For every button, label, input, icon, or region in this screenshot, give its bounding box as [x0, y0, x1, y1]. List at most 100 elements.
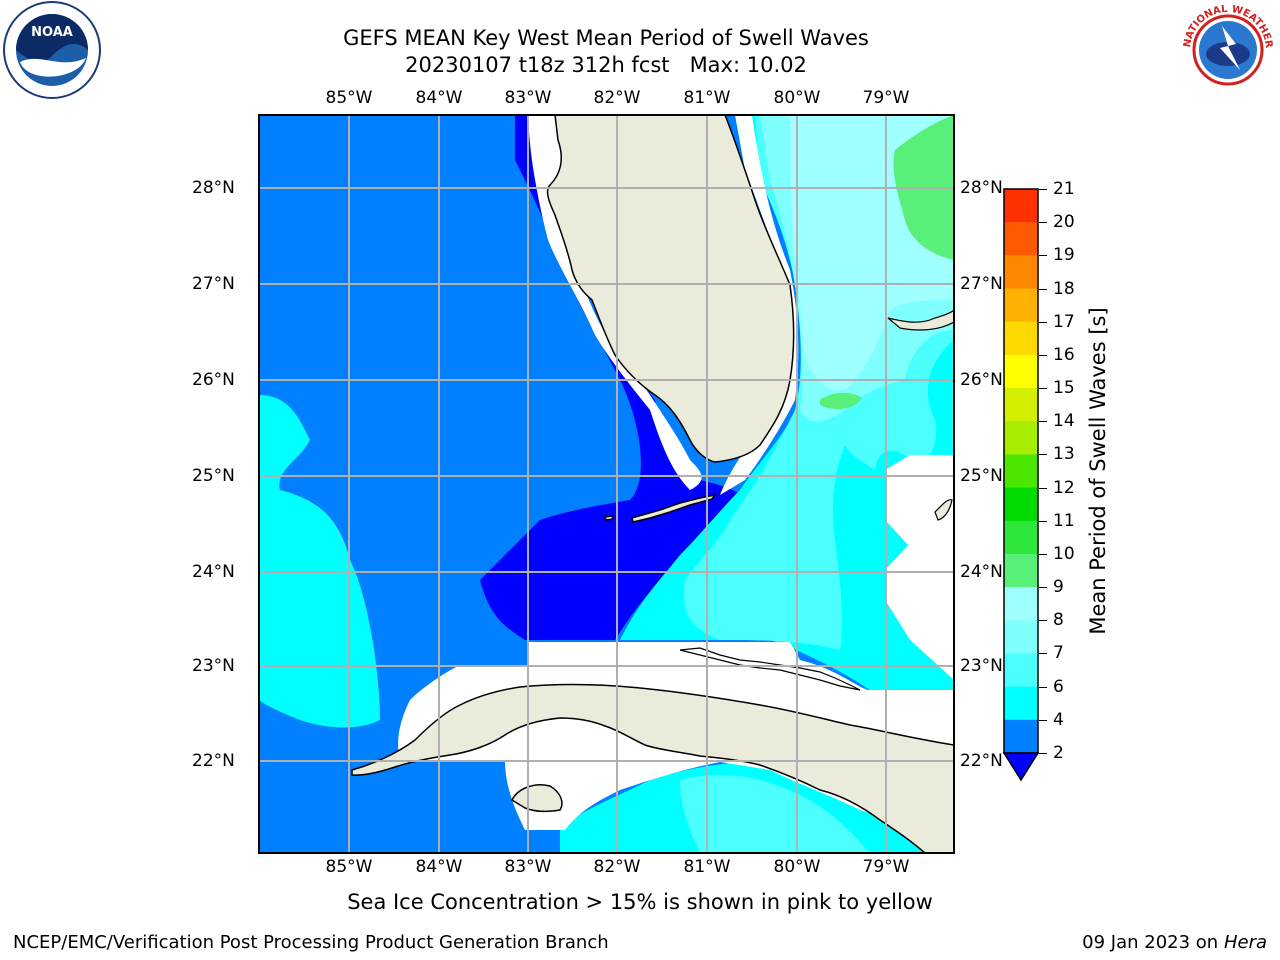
colorbar-tick-mark	[1039, 454, 1047, 456]
lon-label-top: 83°W	[504, 88, 552, 108]
colorbar-tick-label: 12	[1053, 477, 1075, 498]
colorbar-tick-mark	[1039, 587, 1047, 589]
colorbar-tick-label: 6	[1053, 676, 1064, 697]
lon-label-bottom: 85°W	[325, 857, 373, 877]
colorbar-tick-label: 13	[1053, 444, 1075, 465]
lon-label-top: 81°W	[683, 88, 731, 108]
lat-label-right: 24°N	[960, 562, 1003, 582]
footer-host: Hera	[1223, 932, 1267, 953]
colorbar-tick-mark	[1039, 686, 1047, 688]
colorbar-tick-mark	[1039, 288, 1047, 290]
lat-label-right: 23°N	[960, 656, 1003, 676]
colorbar-tick-mark	[1039, 189, 1047, 190]
lon-label-top: 84°W	[415, 88, 463, 108]
colorbar-band	[1004, 454, 1038, 489]
colorbar-band	[1004, 255, 1038, 290]
chart-subtitle: 20230107 t18z 312h fcst Max: 10.02	[405, 53, 807, 77]
footer-date-text: 09 Jan 2023 on	[1082, 932, 1224, 953]
colorbar-tick-label: 21	[1053, 179, 1075, 199]
colorbar-tick-label: 8	[1053, 610, 1064, 631]
lat-label-right: 22°N	[960, 751, 1003, 771]
colorbar-tick-label: 9	[1053, 577, 1064, 598]
lat-label-right: 27°N	[960, 274, 1003, 294]
footer-date: 09 Jan 2023 on Hera	[1082, 932, 1267, 953]
lon-label-bottom: 82°W	[593, 857, 641, 877]
land-florida-keys	[604, 493, 717, 523]
colorbar-band	[1004, 321, 1038, 356]
colorbar-band	[1004, 222, 1038, 256]
colorbar-tick-mark	[1039, 388, 1047, 390]
colorbar-tick-label: 15	[1053, 378, 1075, 399]
colorbar-band	[1004, 719, 1038, 754]
colorbar-tick-mark	[1039, 620, 1047, 622]
sea-ice-note: Sea Ice Concentration > 15% is shown in …	[347, 890, 933, 914]
lat-label-right: 26°N	[960, 370, 1003, 390]
colorbar-tick-label: 10	[1053, 543, 1075, 564]
colorbar-tick-label: 14	[1053, 411, 1075, 432]
colorbar-tick-label: 19	[1053, 245, 1075, 266]
band-9-10-spot	[820, 392, 862, 410]
colorbar-label: Mean Period of Swell Waves [s]	[1086, 307, 1110, 635]
land-bahamas-north	[887, 309, 954, 331]
lon-label-top: 79°W	[862, 88, 910, 108]
colorbar-tick-label: 17	[1053, 311, 1075, 332]
colorbar-tick-label: 7	[1053, 643, 1064, 664]
chart-title: GEFS MEAN Key West Mean Period of Swell …	[343, 26, 869, 50]
colorbar-band	[1004, 288, 1038, 323]
nodata-fl-west	[528, 115, 702, 490]
colorbar-tick-mark	[1039, 553, 1047, 555]
lat-label-left: 27°N	[192, 274, 235, 294]
map-gridlines	[259, 115, 954, 853]
colorbar-tick-label: 11	[1053, 510, 1075, 531]
colorbar-under-triangle	[1002, 752, 1040, 782]
nws-logo: NATIONAL WEATHER SERVICE	[1176, 0, 1275, 97]
colorbar-tick-label: 4	[1053, 709, 1064, 730]
lat-label-right: 25°N	[960, 466, 1003, 486]
colorbar-tick-mark	[1039, 255, 1047, 257]
colorbar-band	[1004, 421, 1038, 455]
lon-label-bottom: 83°W	[504, 857, 552, 877]
lat-label-left: 28°N	[192, 178, 235, 198]
colorbar-tick-mark	[1039, 421, 1047, 423]
colorbar-tick-label: 20	[1053, 212, 1075, 233]
lon-label-bottom: 81°W	[683, 857, 731, 877]
land-florida	[546, 115, 795, 463]
noaa-logo-text: NOAA	[31, 25, 73, 40]
colorbar-tick-mark	[1039, 520, 1047, 522]
colorbar-band	[1004, 653, 1038, 688]
lat-label-left: 22°N	[192, 751, 235, 771]
colorbar-band	[1004, 388, 1038, 422]
lat-label-right: 28°N	[960, 178, 1003, 198]
land-cuba	[351, 683, 954, 853]
lon-label-bottom: 79°W	[862, 857, 910, 877]
colorbar-band	[1004, 620, 1038, 654]
lon-label-top: 85°W	[325, 88, 373, 108]
lon-label-bottom: 80°W	[773, 857, 821, 877]
lat-label-left: 26°N	[192, 370, 235, 390]
colorbar-band	[1004, 520, 1038, 555]
colorbar-tick-label: 2	[1053, 743, 1064, 763]
colorbar-tick-mark	[1039, 653, 1047, 655]
lat-label-left: 25°N	[192, 466, 235, 486]
land-bahamas-andros	[934, 499, 953, 521]
colorbar-tick-mark	[1039, 222, 1047, 224]
noaa-logo: NOAA	[3, 1, 101, 99]
band-6-7-south	[680, 775, 870, 853]
colorbar-band	[1004, 487, 1038, 522]
colorbar-band	[1004, 189, 1038, 223]
colorbar-band	[1004, 587, 1038, 621]
colorbar-band	[1004, 686, 1038, 721]
map-frame	[258, 114, 955, 854]
lat-label-left: 23°N	[192, 656, 235, 676]
colorbar-tick-mark	[1039, 719, 1047, 721]
colorbar-frame	[1003, 188, 1039, 754]
colorbar-tick-label: 18	[1053, 278, 1075, 299]
colorbar-tick-mark	[1039, 354, 1047, 356]
lat-label-left: 24°N	[192, 562, 235, 582]
lon-label-top: 80°W	[773, 88, 821, 108]
lon-label-bottom: 84°W	[415, 857, 463, 877]
colorbar-band	[1004, 553, 1038, 588]
colorbar-band	[1004, 354, 1038, 389]
